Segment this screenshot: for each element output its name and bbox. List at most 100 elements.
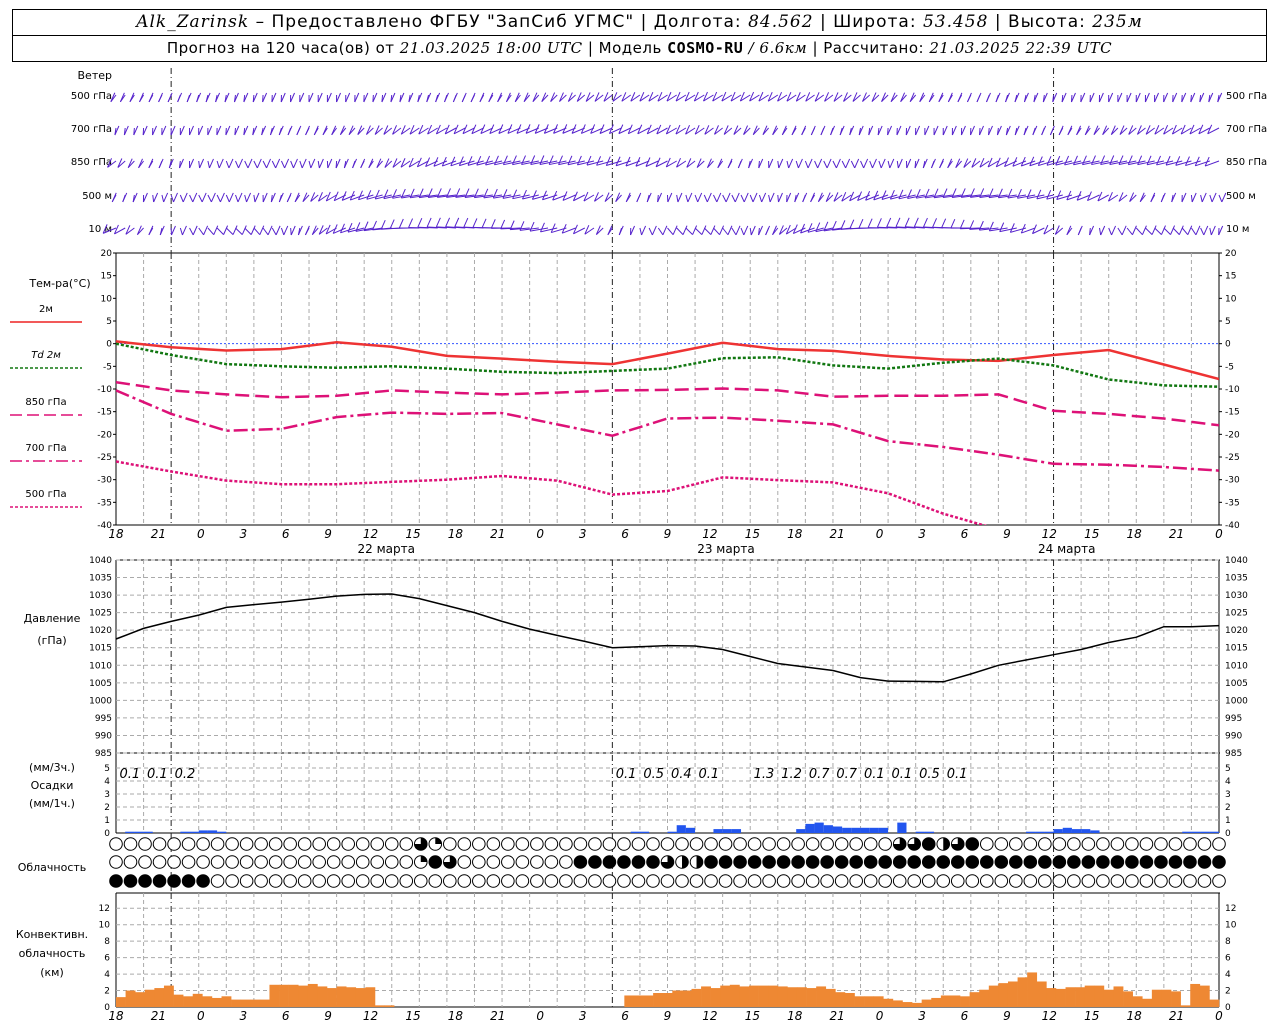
cloud-cover-circle [820,855,834,869]
wind-barb-feather [511,155,517,165]
wind-barb [1026,194,1045,200]
wind-barb-feather [199,158,205,169]
cloud-cover-circle [849,855,863,869]
cloud-cover-circle [312,855,326,869]
conv-cloud-bar [125,990,136,1007]
wind-barb-feather [299,92,305,103]
conv-cloud-bar [844,993,855,1007]
wind-barb-feather [907,189,912,199]
cloud-cover-circle [762,837,776,851]
wind-barb-feather [841,191,847,202]
hour-label-bottom: 6 [282,1009,290,1023]
wind-barb-feather [360,158,366,169]
wind-barb [704,127,714,135]
wind-barb-feather [1067,125,1073,136]
wind-barb [1218,194,1223,203]
cloud-cover-circle [544,837,559,851]
wind-barb [519,227,539,231]
wind-barb-feather [1108,92,1114,103]
wind-barb-feather [1005,92,1010,103]
wind-barb-feather [1121,225,1127,236]
cloud-cover-circle [181,874,196,888]
wind-barb-feather [233,92,239,103]
wind-barb-feather [672,225,678,235]
wind-barb [384,160,393,168]
hour-label: 15 [405,527,420,541]
wind-barb-feather [761,192,767,203]
cloud-cover-circle [1009,837,1023,851]
wind-barb-feather [481,218,487,229]
conv-cloud-bar [1094,985,1105,1007]
wind-barb-feather [562,124,568,134]
hour-label-bottom: 9 [1003,1009,1011,1023]
temp-tick-label: 15 [101,272,112,282]
wind-barb-feather [234,125,240,136]
cloud-cover-circle [1023,874,1038,888]
cloud-cover-circle [588,874,602,888]
cloud-cover-circle [109,837,123,851]
wind-barb [878,160,882,169]
wind-barb-feather [293,158,298,169]
hour-label: 21 [490,527,505,541]
wind-barb [216,227,224,235]
pressure-tick-label-right: 1015 [1225,644,1248,654]
wind-barb [987,160,999,168]
cloud-cover-circle [965,874,980,888]
wind-barb-feather [400,158,406,168]
wind-barb [963,160,972,168]
cloud-cover-circle [762,855,776,869]
wind-barb [796,94,806,102]
wind-barb-feather [585,92,591,102]
wind-barb-feather [558,155,563,165]
wind-barb-feather [186,92,192,103]
cloud-cover-circle [1009,874,1023,888]
wind-barb [1046,194,1063,200]
cloud-cover-circle [1139,837,1154,851]
conv-cloud-bar [787,987,798,1007]
precip-bar [842,827,852,833]
wind-barb-feather [232,225,238,235]
wind-barb [1046,160,1063,166]
wind-barb [280,227,285,236]
cloud-cover-circle [689,837,704,851]
wind-barb-feather [1066,225,1072,235]
wind-barb-feather [727,158,733,169]
wind-barb-feather [470,92,476,103]
hour-label-bottom: 9 [664,1009,672,1023]
wind-barb-feather [1136,125,1142,135]
wind-barb-feather [498,124,504,134]
wind-barb-feather [148,158,154,169]
wind-barb-feather [583,191,589,202]
wind-barb [340,227,356,234]
wind-barb-feather [354,92,360,103]
wind-barb [786,160,790,169]
wind-barb-feather [132,192,138,203]
wind-barb [895,226,916,229]
pressure-tick-label: 1010 [89,661,112,671]
wind-barb-feather [1172,92,1178,103]
wind-barb [714,127,723,135]
cloud-cover-circle [878,874,892,888]
temp-tick-label: -30 [97,476,112,486]
wind-barb-feather [326,92,332,103]
wind-barb [483,194,503,199]
wind-barb [318,194,328,202]
cloud-cover-circle [297,874,312,888]
cloud-cover-circle [950,874,965,888]
wind-barb-feather [703,91,708,102]
precip-tick-label: 4 [104,777,110,787]
cloud-cover-circle [1081,855,1096,869]
wind-barb-feather [572,191,578,201]
hour-label: 9 [324,527,332,541]
conv-cloud-bar [116,997,126,1007]
wind-barb-feather [675,124,681,135]
wind-barb [433,160,448,167]
wind-barb-feather [1156,155,1161,166]
wind-barb-feather [1054,225,1060,235]
wind-barb-feather [830,125,836,136]
wind-barb-feather [969,188,975,198]
wind-barb-feather [444,92,449,103]
wind-barb [676,160,687,168]
hour-label: 9 [1003,527,1011,541]
wind-barb-feather [213,225,219,235]
